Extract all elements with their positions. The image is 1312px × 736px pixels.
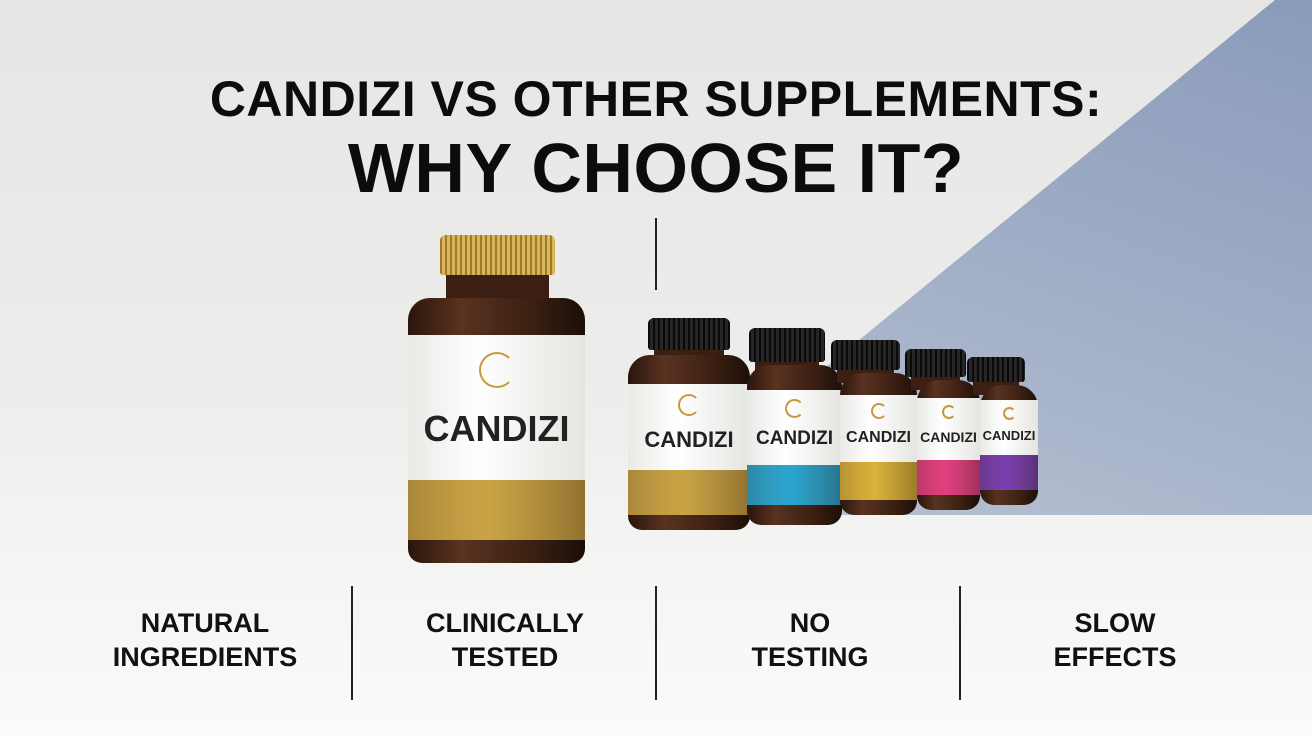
feature-text: NO	[789, 608, 831, 638]
feature-text: TESTING	[751, 642, 869, 672]
feature-slow-effects: SLOW EFFECTS	[965, 606, 1265, 674]
bottle-cap	[648, 318, 730, 350]
brand-name: CANDIZI	[920, 429, 977, 445]
feature-text: NATURAL	[140, 608, 270, 638]
label-color-band	[980, 455, 1038, 490]
headline-line1: CANDIZI VS OTHER SUPPLEMENTS:	[209, 71, 1103, 127]
brand-logo-icon	[870, 403, 887, 420]
label-color-band	[840, 462, 917, 500]
brand-logo-icon	[941, 405, 956, 420]
brand-name: CANDIZI	[644, 427, 734, 452]
brand-logo-icon	[678, 394, 700, 417]
feature-natural-ingredients: NATURAL INGREDIENTS	[55, 606, 355, 674]
brand-logo-icon	[1002, 406, 1016, 420]
label: CANDIZI	[408, 335, 585, 480]
supplement-bottle: CANDIZI	[905, 349, 980, 510]
label-color-band	[747, 465, 842, 505]
bottle-body: CANDIZI	[747, 365, 842, 525]
bottle-body: CANDIZI	[408, 298, 585, 563]
brand-name: CANDIZI	[423, 407, 570, 449]
divider	[351, 586, 353, 700]
supplement-bottle: CANDIZI	[747, 328, 842, 525]
feature-text: CLINICALLY	[425, 608, 584, 638]
label-color-band	[917, 460, 980, 495]
brand-logo-icon	[785, 399, 804, 418]
supplement-bottle: CANDIZI	[628, 318, 750, 530]
bottle-body: CANDIZI	[840, 373, 917, 515]
label-color-band	[628, 470, 750, 515]
bottle-cap	[749, 328, 825, 362]
bottle-body: CANDIZI	[980, 385, 1038, 505]
feature-text: EFFECTS	[1053, 642, 1177, 672]
supplement-bottle: CANDIZI	[831, 340, 917, 515]
divider	[959, 586, 961, 700]
feature-no-testing: NO TESTING	[660, 606, 960, 674]
feature-text: TESTED	[451, 642, 559, 672]
bottle-cap	[967, 357, 1025, 382]
supplement-bottle: CANDIZI	[967, 357, 1038, 505]
label: CANDIZI	[917, 398, 980, 460]
brand-name: CANDIZI	[846, 428, 911, 446]
brand-name: CANDIZI	[982, 427, 1036, 443]
label: CANDIZI	[628, 384, 750, 470]
bottle-cap	[440, 235, 555, 275]
bottle-body: CANDIZI	[917, 380, 980, 510]
brand-logo-icon	[478, 352, 515, 389]
divider	[655, 586, 657, 700]
label: CANDIZI	[980, 400, 1038, 455]
headline-line2: WHY CHOOSE IT?	[347, 129, 965, 207]
feature-text: INGREDIENTS	[112, 642, 298, 672]
supplement-bottle: CANDIZI	[408, 235, 585, 563]
feature-clinically-tested: CLINICALLY TESTED	[355, 606, 655, 674]
brand-name: CANDIZI	[755, 427, 834, 449]
divider	[655, 218, 657, 290]
bottle-body: CANDIZI	[628, 355, 750, 530]
label: CANDIZI	[840, 395, 917, 462]
feature-text: SLOW	[1074, 608, 1156, 638]
label: CANDIZI	[747, 390, 842, 465]
label-color-band	[408, 480, 585, 540]
bottle-cap	[831, 340, 900, 370]
bottle-cap	[905, 349, 966, 377]
